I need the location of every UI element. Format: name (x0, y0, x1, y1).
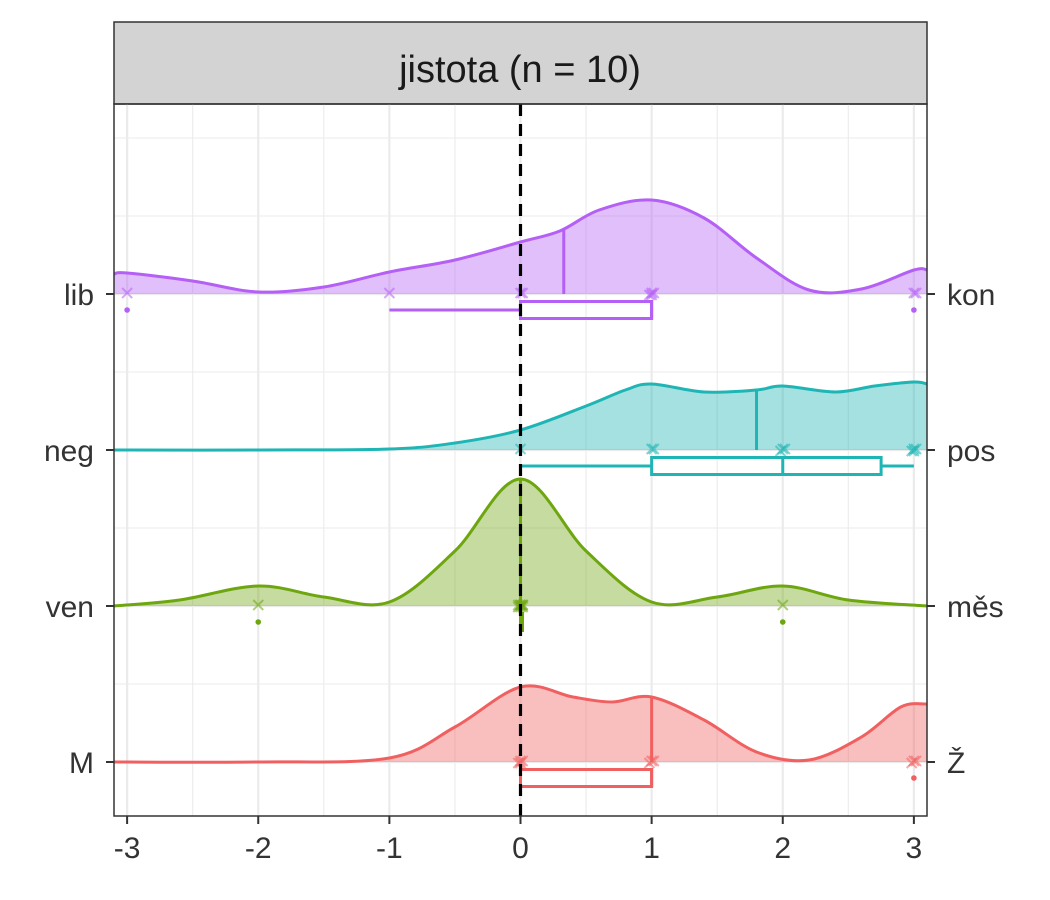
y-label-right: pos (947, 435, 995, 468)
y-label-right: kon (947, 279, 995, 312)
row-group (113, 380, 928, 476)
data-point (643, 757, 656, 769)
y-label-right: Ž (947, 747, 965, 780)
strip-background (113, 21, 928, 105)
y-label-left: ven (46, 591, 94, 624)
box-outlier (124, 307, 130, 313)
y-label-right: měs (947, 591, 1004, 624)
x-tick-label: 3 (906, 832, 923, 865)
data-point (645, 289, 658, 301)
data-point (648, 443, 660, 455)
data-point (514, 757, 527, 769)
chart-title: jistota (n = 10) (398, 49, 641, 91)
density-curve (113, 198, 928, 295)
data-point (121, 287, 133, 299)
y-label-left: M (69, 747, 94, 780)
density-area (114, 381, 927, 451)
box-outlier (255, 619, 262, 625)
data-point (905, 757, 918, 769)
x-tick-label: 2 (774, 832, 791, 865)
data-point (645, 443, 658, 455)
data-point (910, 287, 922, 299)
box-body (650, 456, 883, 476)
data-point (252, 599, 264, 611)
data-point (908, 445, 920, 457)
data-point (905, 445, 918, 457)
box-outlier (779, 619, 786, 625)
box-outlier (911, 775, 917, 781)
data-point (643, 289, 656, 301)
data-point (908, 287, 920, 299)
y-label-left: lib (64, 279, 94, 312)
x-tick-label: -2 (245, 832, 272, 865)
data-point (777, 599, 789, 611)
density-curve (113, 684, 928, 764)
x-tick-label: 0 (512, 832, 529, 865)
density-curve (113, 380, 928, 452)
x-tick-label: 1 (643, 832, 660, 865)
data-point (383, 287, 396, 299)
x-tick-label: -1 (376, 832, 403, 865)
box-outlier (911, 307, 917, 313)
x-tick-label: -3 (114, 832, 141, 865)
data-point (774, 445, 787, 457)
y-label-left: neg (44, 435, 94, 468)
axes-layer: -3 -2 -1 0 1 2 3 lib kon neg pos ven měs M Ž (44, 279, 1004, 865)
